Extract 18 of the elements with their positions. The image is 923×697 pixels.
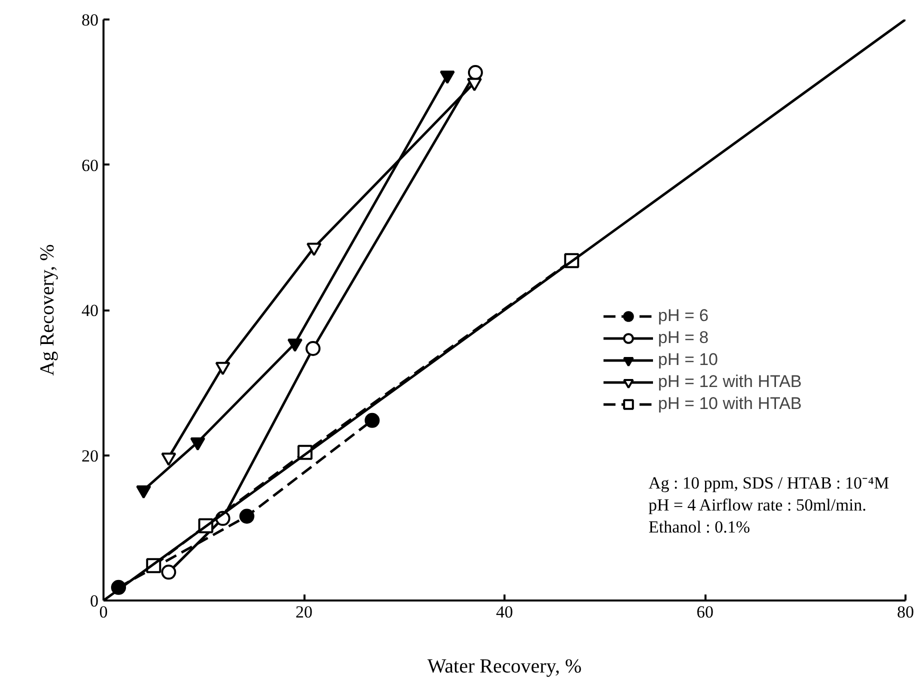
- annotation: Ag : 10 ppm, SDS / HTAB : 10⁻⁴M: [648, 474, 890, 492]
- y-tick-label: 60: [82, 156, 98, 175]
- x-tick-label: 80: [897, 602, 914, 622]
- annotation: pH = 4 Airflow rate : 50ml/min.: [648, 496, 866, 514]
- x-tick-label: 40: [496, 602, 513, 622]
- x-tick-label: 20: [296, 602, 312, 622]
- y-tick-label: 20: [82, 446, 98, 466]
- legend-label: pH = 10: [658, 349, 718, 371]
- y-tick-label: 40: [82, 301, 98, 320]
- legend-label: pH = 10 with HTAB: [658, 393, 802, 415]
- x-axis-title: Water Recovery, %: [427, 656, 582, 678]
- legend-label: pH = 12 with HTAB: [658, 371, 802, 393]
- annotation: Ethanol : 0.1%: [648, 518, 750, 536]
- legend-label: pH = 6: [658, 305, 709, 327]
- x-tick-label: 60: [696, 602, 714, 622]
- y-tick-label: 80: [82, 10, 98, 30]
- legend-label: pH = 8: [658, 327, 709, 349]
- y-axis-title: Ag Recovery, %: [36, 244, 58, 376]
